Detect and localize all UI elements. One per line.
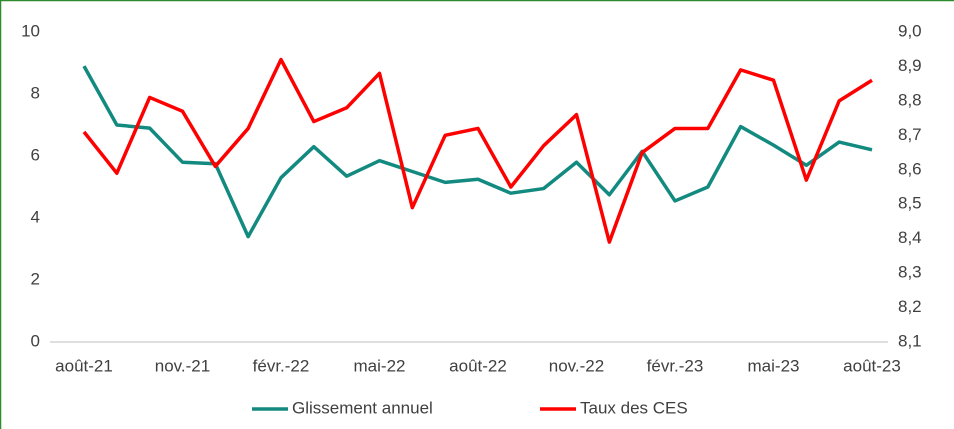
x-tick-label: nov.-22 xyxy=(549,356,604,375)
x-tick-label: févr.-23 xyxy=(647,356,704,375)
series-line xyxy=(82,65,873,239)
y-tick-label: 8 xyxy=(31,83,40,102)
x-tick-label: févr.-22 xyxy=(253,356,310,375)
x-tick-label: août-23 xyxy=(843,356,901,375)
series-line xyxy=(82,57,873,244)
y2-tick-label: 8,8 xyxy=(898,90,922,109)
x-tick-label: août-22 xyxy=(449,356,507,375)
y-tick-label: 2 xyxy=(31,269,40,288)
y2-tick-label: 8,6 xyxy=(898,159,922,178)
y-tick-label: 6 xyxy=(31,145,40,164)
x-tick-label: mai-23 xyxy=(748,356,800,375)
y2-tick-label: 8,2 xyxy=(898,297,922,316)
y-tick-label: 4 xyxy=(31,207,40,226)
y-tick-label: 10 xyxy=(21,21,40,40)
y2-tick-label: 8,9 xyxy=(898,56,922,75)
legend-label: Taux des CES xyxy=(580,398,688,417)
legend-label: Glissement annuel xyxy=(292,398,433,417)
x-tick-label: mai-22 xyxy=(354,356,406,375)
y2-tick-label: 8,7 xyxy=(898,125,922,144)
y2-tick-label: 8,5 xyxy=(898,194,922,213)
y2-tick-label: 8,3 xyxy=(898,263,922,282)
y-tick-label: 0 xyxy=(31,331,40,350)
y2-tick-label: 8,4 xyxy=(898,228,922,247)
y2-tick-label: 9,0 xyxy=(898,21,922,40)
y2-tick-label: 8,1 xyxy=(898,331,922,350)
x-tick-label: nov.-21 xyxy=(155,356,210,375)
x-tick-label: août-21 xyxy=(55,356,113,375)
